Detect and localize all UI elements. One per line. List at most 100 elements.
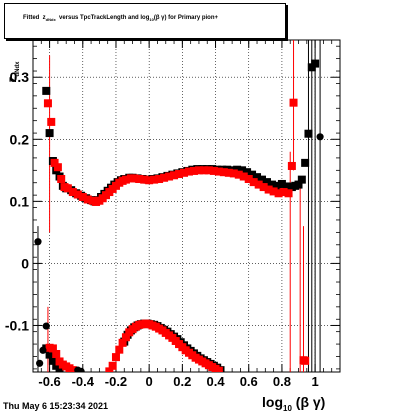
data-point	[214, 366, 223, 372]
data-point	[121, 175, 130, 184]
data-point	[272, 181, 281, 190]
data-point	[289, 98, 298, 107]
data-point	[234, 170, 243, 179]
y-tick-label: -0.1	[5, 317, 29, 333]
data-point	[63, 184, 72, 193]
data-point	[254, 180, 263, 189]
data-point	[269, 187, 278, 196]
data-point	[301, 158, 310, 167]
data-point	[304, 129, 313, 138]
data-point	[244, 175, 253, 184]
data-point	[274, 189, 283, 198]
data-point	[78, 193, 87, 202]
data-point	[219, 168, 228, 177]
data-point	[121, 333, 130, 342]
data-point	[229, 169, 238, 178]
data-point	[45, 129, 54, 138]
data-point	[194, 166, 203, 175]
data-point	[199, 166, 208, 175]
x-tick-label: -0.6	[38, 374, 60, 389]
data-point	[189, 166, 198, 175]
data-point	[311, 59, 320, 68]
y-tick-label: 0.2	[10, 131, 30, 147]
data-point	[68, 188, 77, 197]
y-tick-label: 0	[21, 255, 29, 271]
data-point	[130, 174, 139, 183]
data-point-circle	[42, 322, 50, 330]
data-point	[118, 338, 127, 347]
data-point	[53, 163, 62, 172]
data-point	[238, 166, 247, 175]
data-point	[243, 168, 252, 177]
chart-title: Fitted zdNdx versus TpcTrackLength and l…	[23, 15, 219, 23]
x-tick-label: 0.2	[173, 374, 191, 389]
data-point	[68, 366, 77, 372]
data-point	[145, 176, 154, 185]
data-point-circle	[34, 238, 42, 246]
data-point	[115, 345, 124, 354]
data-point	[297, 175, 306, 184]
data-point	[279, 188, 288, 197]
data-point	[264, 185, 273, 194]
data-point-circle	[77, 367, 85, 372]
data-point	[83, 195, 92, 204]
data-point	[150, 175, 159, 184]
data-point	[73, 190, 82, 199]
data-point	[52, 350, 61, 359]
data-point	[214, 167, 223, 176]
data-point	[140, 175, 149, 184]
x-tick-label: -0.2	[105, 374, 127, 389]
data-point	[165, 172, 174, 181]
data-point	[50, 158, 59, 167]
x-axis-label: log10 (β γ)	[262, 394, 325, 413]
data-point	[47, 117, 56, 126]
data-point	[287, 161, 296, 170]
data-point	[160, 173, 169, 182]
data-point	[209, 166, 218, 175]
data-point	[282, 182, 291, 191]
data-point	[45, 350, 54, 359]
data-point	[248, 170, 257, 179]
data-point	[277, 179, 286, 188]
x-tick-label: 1	[311, 374, 318, 389]
title-box: Fitted zdNdx versus TpcTrackLength and l…	[4, 3, 286, 39]
data-point	[224, 168, 233, 177]
axes: -0.6 -0.4 -0.2 0 0.2 0.4 0.6 0.8 1 -0.1 0 0.1 0.2 0.3	[5, 40, 341, 389]
data-point	[57, 175, 66, 184]
data-point	[249, 178, 258, 187]
data-point	[175, 170, 184, 179]
data-point	[48, 344, 57, 353]
x-tick-label: 0.8	[273, 374, 291, 389]
x-tick-label: 0.6	[240, 374, 258, 389]
data-points	[34, 59, 349, 372]
data-point-circle	[39, 346, 47, 354]
data-point	[43, 99, 52, 108]
data-point	[108, 361, 117, 370]
data-point	[262, 178, 271, 187]
data-point	[111, 353, 120, 362]
data-point	[204, 166, 213, 175]
data-point	[239, 172, 248, 181]
data-point	[42, 86, 51, 95]
plot-frame	[32, 39, 341, 373]
data-point	[341, 86, 349, 94]
y-tick-label: 0.1	[10, 193, 30, 209]
data-point	[294, 180, 303, 189]
data-point	[267, 180, 276, 189]
data-point	[253, 173, 262, 182]
data-point-circle	[36, 359, 44, 367]
data-point	[135, 175, 144, 184]
data-point	[258, 175, 267, 184]
data-point	[155, 175, 164, 184]
data-point	[170, 171, 179, 180]
data-point	[48, 356, 57, 365]
x-tick-label: 0	[146, 374, 153, 389]
error-bars	[37, 40, 321, 372]
x-tick-label: -0.4	[72, 374, 95, 389]
data-point-circle	[316, 133, 324, 141]
y-axis-label-subscript: dNdx	[15, 61, 21, 77]
data-point	[184, 167, 193, 176]
data-point	[259, 183, 268, 192]
